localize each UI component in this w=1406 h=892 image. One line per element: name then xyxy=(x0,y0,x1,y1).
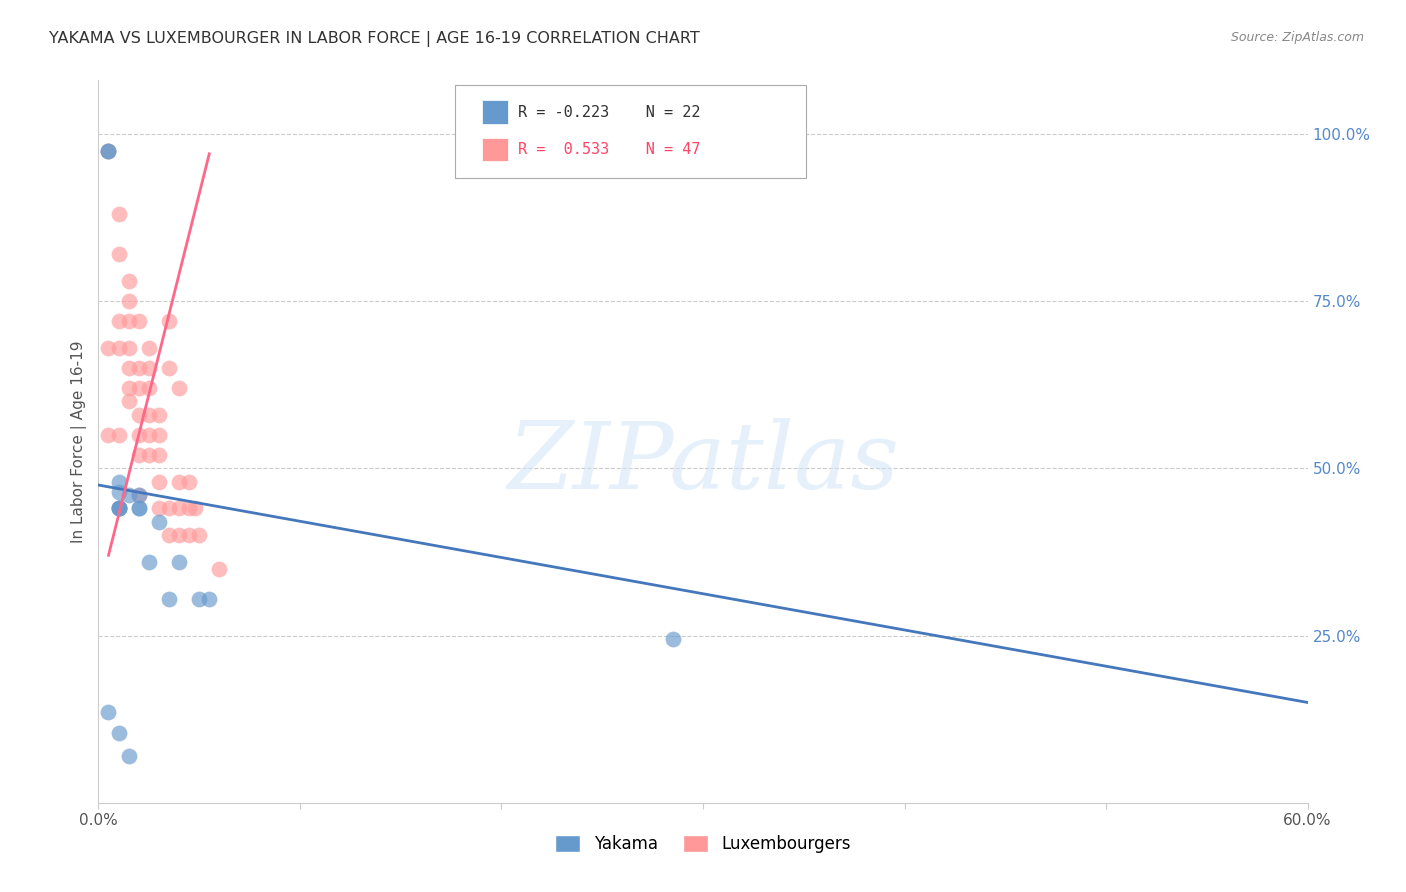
Y-axis label: In Labor Force | Age 16-19: In Labor Force | Age 16-19 xyxy=(72,340,87,543)
Point xyxy=(148,408,170,422)
Point xyxy=(188,528,211,542)
Point xyxy=(118,314,141,328)
Point xyxy=(167,475,190,489)
Point xyxy=(148,448,170,462)
Point xyxy=(184,501,207,516)
Text: YAKAMA VS LUXEMBOURGER IN LABOR FORCE | AGE 16-19 CORRELATION CHART: YAKAMA VS LUXEMBOURGER IN LABOR FORCE | … xyxy=(49,31,700,47)
Point xyxy=(118,381,141,395)
Point xyxy=(138,448,160,462)
Point xyxy=(167,528,190,542)
Legend: Yakama, Luxembourgers: Yakama, Luxembourgers xyxy=(548,828,858,860)
Text: ZIPatlas: ZIPatlas xyxy=(508,418,898,508)
Point xyxy=(118,274,141,288)
Point xyxy=(157,314,180,328)
Point xyxy=(198,591,221,606)
Point xyxy=(179,501,201,516)
Point xyxy=(128,501,150,516)
Point xyxy=(97,144,120,158)
Point xyxy=(128,501,150,516)
Point xyxy=(138,555,160,569)
Point xyxy=(138,341,160,355)
Point xyxy=(179,528,201,542)
Point xyxy=(118,361,141,376)
Point xyxy=(97,706,120,720)
Point xyxy=(128,488,150,502)
Point xyxy=(118,749,141,764)
Point xyxy=(138,408,160,422)
Point xyxy=(179,475,201,489)
Text: R =  0.533    N = 47: R = 0.533 N = 47 xyxy=(517,142,700,157)
Point xyxy=(107,501,129,516)
FancyBboxPatch shape xyxy=(456,86,806,178)
Point xyxy=(128,448,150,462)
Point xyxy=(97,144,120,158)
Point xyxy=(148,475,170,489)
Point xyxy=(128,381,150,395)
Point xyxy=(167,501,190,516)
Point xyxy=(118,294,141,309)
Point xyxy=(107,314,129,328)
Point xyxy=(128,408,150,422)
Text: Source: ZipAtlas.com: Source: ZipAtlas.com xyxy=(1230,31,1364,45)
Text: R = -0.223    N = 22: R = -0.223 N = 22 xyxy=(517,104,700,120)
Point xyxy=(128,488,150,502)
Point xyxy=(138,427,160,442)
Point xyxy=(148,427,170,442)
Point xyxy=(661,632,683,646)
Point xyxy=(107,475,129,489)
Point xyxy=(118,394,141,409)
Point xyxy=(107,501,129,516)
Point xyxy=(157,501,180,516)
Point xyxy=(188,591,211,606)
Point xyxy=(148,501,170,516)
Point xyxy=(128,314,150,328)
Point xyxy=(118,341,141,355)
Point xyxy=(167,381,190,395)
Point xyxy=(97,144,120,158)
Point xyxy=(138,361,160,376)
Bar xyxy=(482,138,509,161)
Point xyxy=(107,207,129,221)
Point xyxy=(107,484,129,499)
Point xyxy=(118,488,141,502)
Point xyxy=(157,528,180,542)
Point xyxy=(107,247,129,261)
Point xyxy=(107,341,129,355)
Point xyxy=(128,427,150,442)
Point xyxy=(148,515,170,529)
Point xyxy=(97,341,120,355)
Bar xyxy=(482,101,509,124)
Point xyxy=(107,501,129,516)
Point xyxy=(167,555,190,569)
Point xyxy=(107,725,129,739)
Point xyxy=(157,591,180,606)
Point xyxy=(128,361,150,376)
Point xyxy=(157,361,180,376)
Point xyxy=(97,427,120,442)
Point xyxy=(138,381,160,395)
Point xyxy=(107,427,129,442)
Point xyxy=(208,562,231,576)
Point xyxy=(107,501,129,516)
